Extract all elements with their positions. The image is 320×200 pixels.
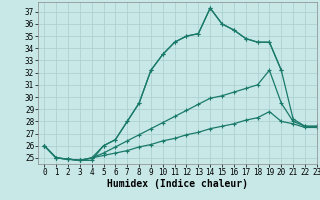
X-axis label: Humidex (Indice chaleur): Humidex (Indice chaleur) [107,179,248,189]
